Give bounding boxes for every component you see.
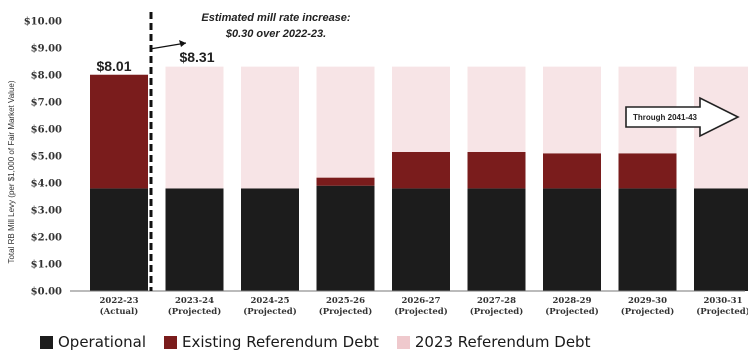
x-tick-label: (Projected) bbox=[470, 306, 524, 317]
data-label-2023-24: $8.31 bbox=[179, 49, 214, 65]
x-axis: 2022-23(Actual)2023-24(Projected)2024-25… bbox=[70, 290, 748, 317]
x-tick-label: (Projected) bbox=[545, 306, 599, 317]
legend-label-operational: Operational bbox=[58, 333, 147, 351]
bar-segment-operational bbox=[543, 188, 601, 291]
x-tick-label: 2023-24 bbox=[175, 296, 214, 306]
y-tick-label: $7.00 bbox=[31, 98, 62, 109]
through-arrow-label: Through 2041-43 bbox=[633, 113, 698, 122]
through-arrow-icon bbox=[625, 96, 740, 138]
y-tick-label: $4.00 bbox=[31, 179, 62, 190]
legend-swatch-existing-debt bbox=[164, 335, 178, 349]
bar-segment-existing-referendum-debt bbox=[543, 153, 601, 189]
bar-segment-operational bbox=[241, 188, 299, 291]
x-tick-label: (Projected) bbox=[621, 306, 675, 317]
y-tick-label: $9.00 bbox=[31, 44, 62, 55]
bar-segment-operational bbox=[392, 188, 450, 291]
bar-segment-2023-referendum-debt bbox=[316, 66, 375, 178]
bar-segment-operational bbox=[694, 188, 748, 291]
bar-segment-2023-referendum-debt bbox=[392, 66, 450, 152]
legend: Operational Existing Referendum Debt 202… bbox=[40, 333, 590, 351]
bar-segment-2023-referendum-debt bbox=[241, 66, 299, 189]
x-tick-label: (Projected) bbox=[168, 306, 222, 317]
y-tick-label: $10.00 bbox=[24, 17, 62, 28]
y-tick-label: $1.00 bbox=[31, 260, 62, 271]
x-tick-label: 2024-25 bbox=[250, 296, 289, 306]
x-tick-label: (Projected) bbox=[394, 306, 448, 317]
bar-segment-2023-referendum-debt bbox=[165, 66, 224, 189]
legend-label-2023-debt: 2023 Referendum Debt bbox=[414, 333, 591, 351]
x-tick-label: 2027-28 bbox=[477, 296, 516, 306]
bar-segment-operational bbox=[316, 185, 375, 291]
bar-segment-existing-referendum-debt bbox=[90, 74, 148, 189]
increase-annotation-line2: $0.30 over 2022-23. bbox=[225, 28, 326, 40]
x-tick-label: 2025-26 bbox=[326, 296, 365, 306]
y-tick-label: $0.00 bbox=[31, 287, 62, 298]
x-tick-label: (Projected) bbox=[243, 306, 297, 317]
bar-segment-existing-referendum-debt bbox=[467, 151, 526, 189]
bar-segment-2023-referendum-debt bbox=[467, 66, 526, 152]
increase-annotation-line1: Estimated mill rate increase: bbox=[201, 12, 351, 24]
bar-segment-operational bbox=[90, 188, 148, 291]
x-tick-label: 2029-30 bbox=[628, 296, 667, 306]
bar-segment-existing-referendum-debt bbox=[316, 177, 375, 186]
legend-item-operational: Operational bbox=[40, 333, 146, 351]
x-tick-label: 2022-23 bbox=[99, 296, 138, 306]
increase-arrowhead-icon bbox=[179, 40, 186, 47]
x-tick-label: (Actual) bbox=[100, 306, 139, 317]
y-tick-label: $2.00 bbox=[31, 233, 62, 244]
data-label-2022-23: $8.01 bbox=[96, 58, 131, 74]
x-tick-label: 2026-27 bbox=[401, 296, 440, 306]
y-tick-label: $3.00 bbox=[31, 206, 62, 217]
y-tick-label: $8.00 bbox=[31, 71, 62, 82]
x-tick-label: (Projected) bbox=[319, 306, 373, 317]
legend-swatch-operational bbox=[40, 335, 53, 349]
y-axis-label: Total RB Mill Levy (per $1,000 of Fair M… bbox=[7, 80, 16, 263]
y-axis: $10.00 $9.00 $8.00 $7.00 $6.00 $5.00 $4.00 $3.0… bbox=[24, 17, 62, 298]
bar-segment-existing-referendum-debt bbox=[392, 151, 450, 189]
legend-swatch-2023-debt bbox=[396, 335, 410, 349]
bar-segment-operational bbox=[467, 188, 526, 291]
x-tick-label: (Projected) bbox=[696, 306, 748, 317]
mill-levy-chart: $10.00 $9.00 $8.00 $7.00 $6.00 $5.00 $4.00 $3.0… bbox=[7, 12, 748, 317]
bar-segment-existing-referendum-debt bbox=[618, 153, 677, 189]
bar-segment-operational bbox=[165, 188, 224, 291]
bar-segment-operational bbox=[618, 188, 677, 291]
bar-segment-2023-referendum-debt bbox=[543, 66, 601, 154]
x-tick-label: 2028-29 bbox=[552, 296, 591, 306]
legend-item-existing-debt: Existing Referendum Debt bbox=[164, 333, 379, 351]
legend-item-2023-debt: 2023 Referendum Debt bbox=[396, 333, 591, 351]
y-tick-label: $5.00 bbox=[31, 152, 62, 163]
x-tick-label: 2030-31 bbox=[703, 296, 742, 306]
bars bbox=[90, 66, 748, 291]
increase-arrow-icon bbox=[149, 42, 187, 50]
legend-label-existing-debt: Existing Referendum Debt bbox=[182, 333, 379, 351]
y-tick-label: $6.00 bbox=[31, 125, 62, 136]
